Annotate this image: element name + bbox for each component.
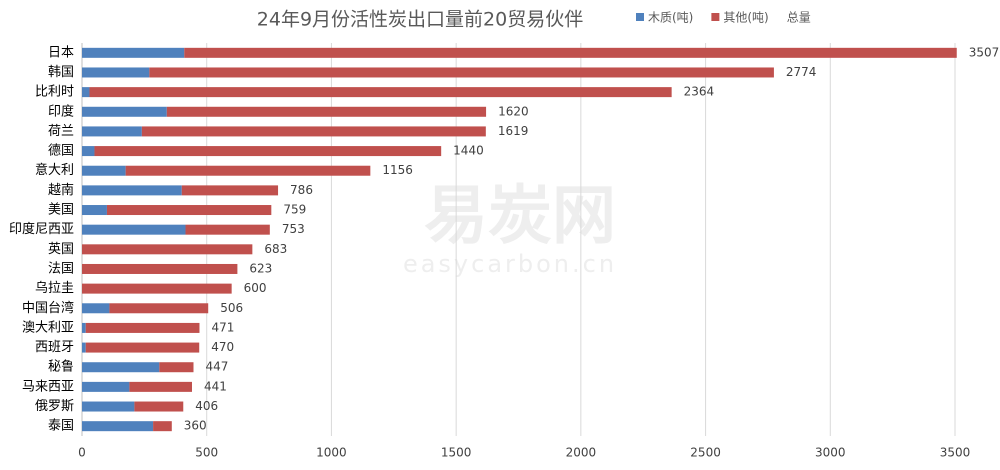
value-label: 759 [283,203,306,217]
x-tick-label: 3500 [940,446,971,460]
value-label: 447 [205,360,228,374]
y-tick-label: 澳大利亚 [22,319,74,335]
bar-segment [141,126,486,137]
y-tick-label: 秘鲁 [48,360,74,375]
value-label: 786 [290,183,313,197]
bar-segment [82,381,130,392]
bar-segment [149,67,774,78]
bar-segment [85,342,200,353]
value-label: 600 [244,281,267,295]
value-label: 406 [195,399,218,413]
y-tick-label: 法国 [48,261,74,276]
bar-segment [94,146,442,157]
bar-segment [82,47,185,58]
y-tick-label: 泰国 [48,419,74,434]
x-tick-label: 0 [78,446,86,460]
bar-segment [82,146,95,157]
legend-label: 木质(吨) [648,11,693,25]
bar-segment [82,342,86,353]
chart-title: 24年9月份活性炭出口量前20贸易伙伴 [257,9,583,31]
x-tick-label: 1500 [441,446,472,460]
value-label: 1156 [382,163,413,177]
x-tick-label: 1000 [316,446,347,460]
bar-segment [181,185,279,196]
y-tick-label: 德国 [48,144,74,159]
bar-segment [106,205,272,216]
y-tick-label: 西班牙 [35,340,74,355]
value-label: 441 [204,379,227,393]
value-label: 683 [264,242,287,256]
y-tick-label: 印度 [48,103,74,119]
y-tick-label: 美国 [48,203,74,218]
bar-segment [82,87,90,98]
watermark-site: easycarbon.cn [403,250,617,278]
bar-segment [85,322,200,333]
bar-segment [184,47,957,58]
value-label: 470 [211,340,234,354]
x-tick-label: 3000 [815,446,846,460]
value-label: 2364 [684,85,715,99]
bar-segment [82,362,160,373]
bar-segment [82,185,182,196]
bar-segment [82,224,186,235]
y-tick-label: 日本 [48,45,74,60]
bar-segment [166,106,487,117]
value-label: 471 [211,320,234,334]
watermark: 易炭网 [424,180,616,254]
x-tick-label: 2000 [566,446,597,460]
bar-segment [134,401,184,412]
y-tick-label: 越南 [48,182,74,198]
legend-swatch [711,13,720,21]
y-tick-label: 马来西亚 [22,379,74,394]
bar-segment [82,244,253,255]
value-label: 623 [249,261,272,275]
value-label: 1620 [498,104,529,118]
bar-segment [82,421,154,432]
bar-segment [109,303,209,314]
value-label: 2774 [786,65,817,79]
x-tick-label: 2500 [690,446,721,460]
value-label: 3507 [969,45,1000,59]
legend-swatch [636,13,644,21]
y-tick-label: 俄罗斯 [35,399,74,414]
y-tick-label: 比利时 [35,85,74,100]
value-label: 1619 [498,124,529,138]
bar-segment [129,381,192,392]
bar-segment [82,401,135,412]
legend-label: 其他(吨) [723,11,768,25]
x-tick-label: 500 [195,446,218,460]
bar-segment [185,224,270,235]
bar-segment [159,362,194,373]
y-tick-label: 意大利 [35,162,74,178]
bar-segment [82,106,167,117]
bar-segment [82,205,107,216]
bar-segment [89,87,672,98]
y-tick-label: 印度尼西亚 [9,221,74,237]
bar-segment [82,263,238,274]
bar-segment [82,165,126,176]
value-label: 506 [220,301,243,315]
bar-segment [82,322,86,333]
y-tick-label: 中国台湾 [22,300,74,316]
value-label: 1440 [453,144,484,158]
y-tick-label: 英国 [48,242,74,257]
bar-segment [82,67,150,78]
bar-segment [82,303,110,314]
value-label: 360 [184,419,207,433]
value-label: 753 [282,222,305,236]
legend-label: 总量 [787,11,811,25]
bar-segment [82,283,232,294]
bar-segment [82,126,142,137]
bar-segment [125,165,371,176]
y-tick-label: 荷兰 [48,124,74,139]
bar-segment [153,421,172,432]
y-tick-label: 韩国 [48,65,74,80]
y-tick-label: 乌拉圭 [35,280,74,296]
